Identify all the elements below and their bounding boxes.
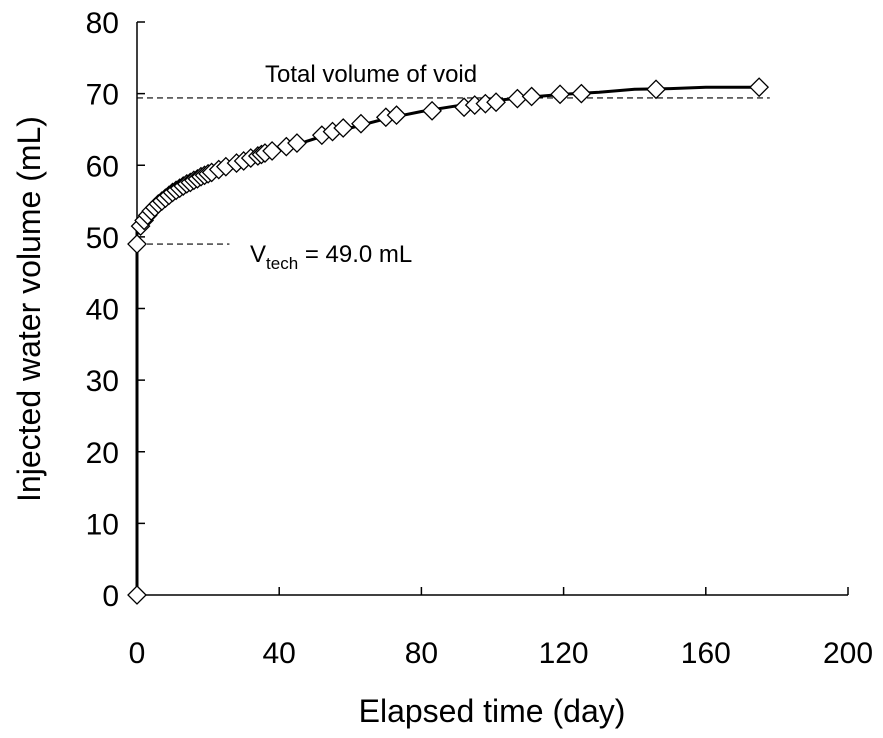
x-axis-title: Elapsed time (day) — [359, 693, 626, 729]
y-tick-label: 70 — [86, 79, 119, 112]
data-point — [127, 234, 147, 254]
x-tick-label: 40 — [263, 637, 296, 670]
y-tick-label: 20 — [86, 437, 119, 470]
x-tick-label: 160 — [681, 637, 731, 670]
y-tick-label: 80 — [86, 7, 119, 40]
data-point — [351, 113, 371, 134]
x-tick-label: 200 — [823, 637, 873, 670]
data-point — [127, 585, 147, 605]
x-tick-label: 120 — [539, 637, 589, 670]
data-point — [386, 105, 407, 126]
data-point — [521, 86, 542, 107]
data-point — [486, 92, 506, 113]
vtech-main: V — [250, 241, 266, 268]
y-tick-label: 50 — [86, 222, 119, 255]
data-point — [646, 79, 666, 100]
vtech-annotation: Vtech = 49.0 mL — [250, 241, 412, 273]
data-point — [333, 118, 354, 138]
x-tick-label: 0 — [129, 637, 146, 670]
x-tick-label: 80 — [405, 637, 438, 670]
y-tick-label: 10 — [86, 508, 119, 541]
data-point — [507, 88, 528, 109]
vtech-subscript: tech — [266, 254, 298, 273]
y-tick-label: 60 — [86, 150, 119, 183]
data-point — [749, 77, 770, 98]
y-tick-label: 30 — [86, 365, 119, 398]
data-points — [127, 77, 770, 605]
data-point — [287, 133, 307, 153]
axes: 0 40 80 120 160 200 0 10 20 30 40 50 60 70 80 — [86, 7, 873, 670]
data-point — [550, 84, 570, 105]
y-tick-label: 0 — [102, 580, 119, 613]
data-point — [422, 100, 442, 121]
void-annotation: Total volume of void — [265, 61, 477, 88]
reference-lines — [137, 97, 770, 245]
y-axis-title: Injected water volume (mL) — [11, 116, 47, 502]
vtech-rest: = 49.0 mL — [298, 241, 412, 268]
data-point — [571, 83, 592, 104]
y-tick-label: 40 — [86, 294, 119, 327]
